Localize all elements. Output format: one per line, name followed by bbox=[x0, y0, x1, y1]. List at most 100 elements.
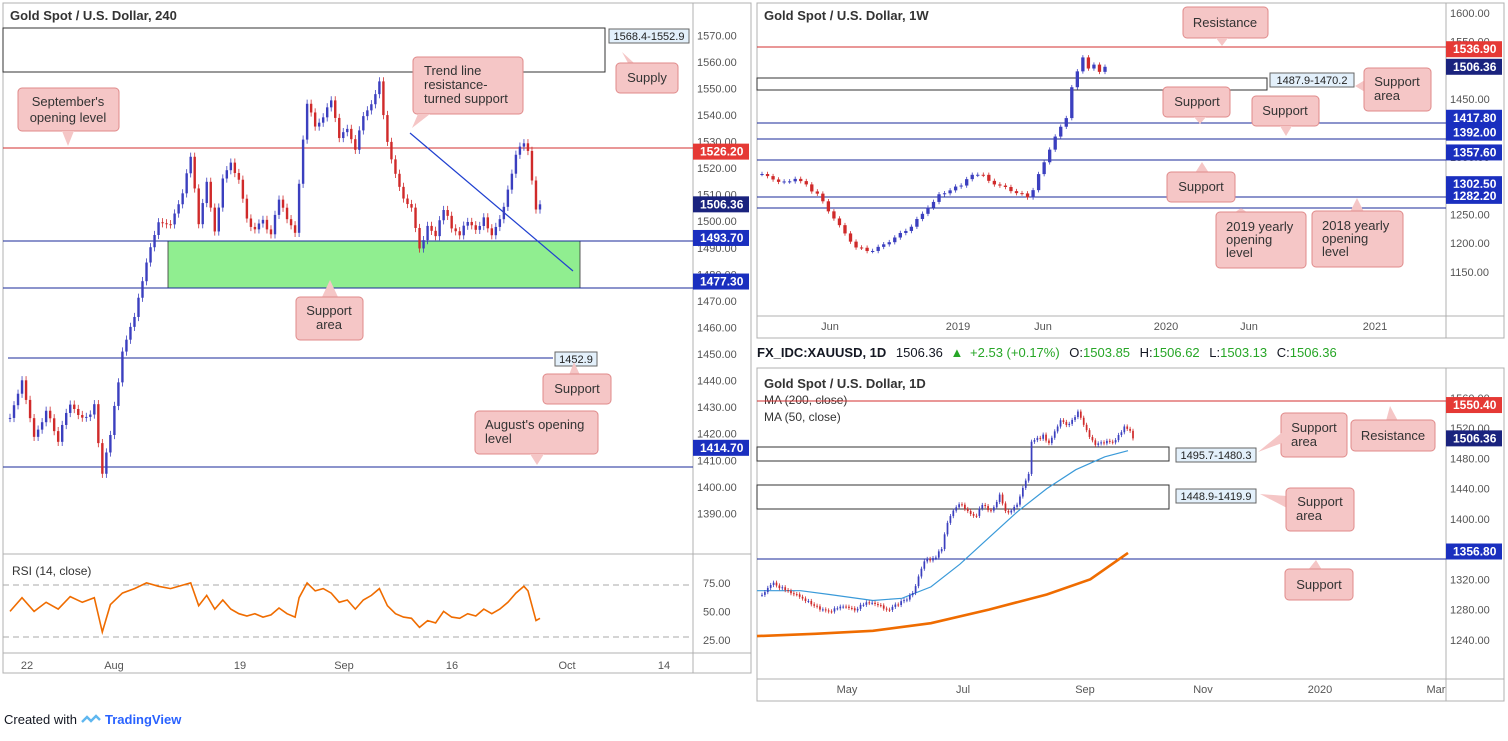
wk-candle bbox=[765, 174, 770, 177]
dl-candle bbox=[1050, 437, 1053, 444]
callout-wk-2018-open-l3: level bbox=[1322, 244, 1349, 259]
h4-ytick: 1500.00 bbox=[697, 216, 737, 228]
h4-candle bbox=[454, 228, 457, 232]
wk-candle bbox=[1086, 57, 1091, 69]
dl-candle bbox=[793, 593, 795, 595]
dl-candle bbox=[836, 608, 839, 610]
daily-high-label: H: bbox=[1140, 345, 1153, 360]
h4-candle bbox=[253, 226, 257, 230]
wk-level-tag-text: 1417.80 bbox=[1453, 111, 1497, 125]
h4-ytick: 1570.00 bbox=[697, 30, 737, 42]
h4-candle bbox=[12, 405, 16, 418]
dl-candle bbox=[943, 534, 946, 550]
h4-xtick: 16 bbox=[446, 660, 458, 672]
h4-level-tag-text: 1414.70 bbox=[700, 441, 744, 455]
h4-candle bbox=[486, 217, 490, 229]
dl-candle bbox=[966, 509, 969, 512]
h4-candle bbox=[358, 130, 361, 150]
dl-candle bbox=[787, 590, 789, 592]
h4-candle bbox=[366, 110, 369, 117]
tradingview-logo-icon[interactable] bbox=[81, 713, 101, 727]
h4-candle bbox=[410, 204, 413, 208]
dl-candle bbox=[975, 515, 978, 517]
dl-candle bbox=[877, 603, 879, 606]
h4-candle bbox=[350, 128, 353, 140]
callout-wk-2019-open-box bbox=[1215, 211, 1307, 269]
trendline bbox=[409, 132, 574, 272]
h4-ytick: 1400.00 bbox=[697, 482, 737, 494]
callout-september-open-pointer bbox=[62, 131, 74, 146]
h4-candle bbox=[354, 139, 357, 150]
dl-candle bbox=[862, 604, 865, 606]
callout-trendline-box bbox=[412, 56, 524, 115]
wk-candle bbox=[837, 218, 842, 226]
dl-candle bbox=[932, 558, 934, 561]
callout-support-h4-text: Support bbox=[554, 381, 600, 396]
h4-candle bbox=[426, 225, 429, 241]
wk-candle bbox=[848, 233, 853, 242]
h4-candle bbox=[225, 170, 229, 179]
h4-candle bbox=[285, 207, 289, 220]
callout-trendline: Trend line resistance- turned support bbox=[412, 56, 524, 128]
callout-wk-2019-open: 2019 yearly opening level bbox=[1215, 208, 1307, 269]
callout-wk-support-area-l1: Support bbox=[1374, 74, 1420, 89]
h4-ytick: 1430.00 bbox=[697, 402, 737, 414]
callout-support-area-h4-pointer bbox=[322, 280, 338, 297]
wk-level-tag-text: 1302.50 bbox=[1453, 177, 1497, 191]
h4-ytick: 1460.00 bbox=[697, 322, 737, 334]
h4-candle bbox=[257, 223, 261, 230]
h4-candle bbox=[334, 100, 337, 118]
h4-candle bbox=[506, 189, 510, 207]
daily-symbol-header: FX_IDC:XAUUSD, 1D 1506.36 ▲ +2.53 (+0.17… bbox=[757, 345, 1337, 360]
h4-candle bbox=[269, 229, 273, 235]
dl-candle bbox=[1027, 473, 1030, 481]
dl-candle bbox=[937, 551, 940, 558]
rsi-line bbox=[9, 581, 541, 636]
callout-support-area-h4-l2: area bbox=[316, 317, 343, 332]
dl-candle bbox=[830, 611, 833, 613]
callout-wk-support-1-text: Support bbox=[1174, 94, 1220, 109]
wk-candle bbox=[1097, 64, 1102, 72]
callout-dl-support-area-2: Support area bbox=[1260, 487, 1355, 532]
wk-candle bbox=[893, 237, 897, 243]
dl-candle bbox=[769, 585, 772, 588]
wk-candle bbox=[1025, 193, 1030, 198]
h4-candle bbox=[133, 316, 136, 327]
rsi-ytick: 75.00 bbox=[703, 578, 731, 590]
dl-candle bbox=[871, 602, 874, 604]
dl-candle bbox=[865, 602, 868, 605]
dl-candle bbox=[804, 598, 807, 601]
dl-support-area-1-label-bg bbox=[1175, 447, 1257, 463]
callout-wk-resistance-text: Resistance bbox=[1193, 15, 1257, 30]
h4-candle bbox=[77, 408, 80, 416]
h4-candle bbox=[24, 380, 28, 400]
wk-candle bbox=[843, 225, 847, 234]
h4-level-tag bbox=[693, 439, 749, 456]
dl-candle bbox=[827, 610, 830, 612]
h4-candle bbox=[52, 418, 56, 432]
h4-candle bbox=[125, 339, 128, 352]
callout-september-open: September's opening level bbox=[17, 87, 120, 146]
dl-candle bbox=[1016, 504, 1018, 507]
wk-candle bbox=[782, 181, 786, 183]
dl-candle bbox=[1129, 428, 1131, 431]
h4-candle bbox=[458, 231, 461, 236]
wk-level-tag-text: 1506.36 bbox=[1453, 60, 1497, 74]
dl-candle bbox=[1056, 426, 1059, 432]
h4-xtick: 22 bbox=[21, 660, 33, 672]
wk-candle bbox=[771, 176, 775, 180]
wk-candle bbox=[920, 213, 925, 220]
h4-candle bbox=[362, 116, 365, 131]
dl-candle bbox=[1100, 442, 1102, 444]
wk-candle bbox=[876, 246, 880, 251]
footer-brand-link[interactable]: TradingView bbox=[104, 712, 182, 727]
dl-candle bbox=[969, 511, 972, 514]
dl-candle bbox=[1065, 421, 1068, 426]
dl-candle bbox=[761, 594, 763, 596]
wk-xtick: Jun bbox=[1034, 321, 1052, 333]
wk-candle bbox=[1103, 66, 1107, 72]
h4-candle bbox=[470, 221, 473, 226]
callout-wk-2019-open-l2: opening bbox=[1226, 232, 1272, 247]
callout-dl-support: Support bbox=[1284, 560, 1354, 601]
